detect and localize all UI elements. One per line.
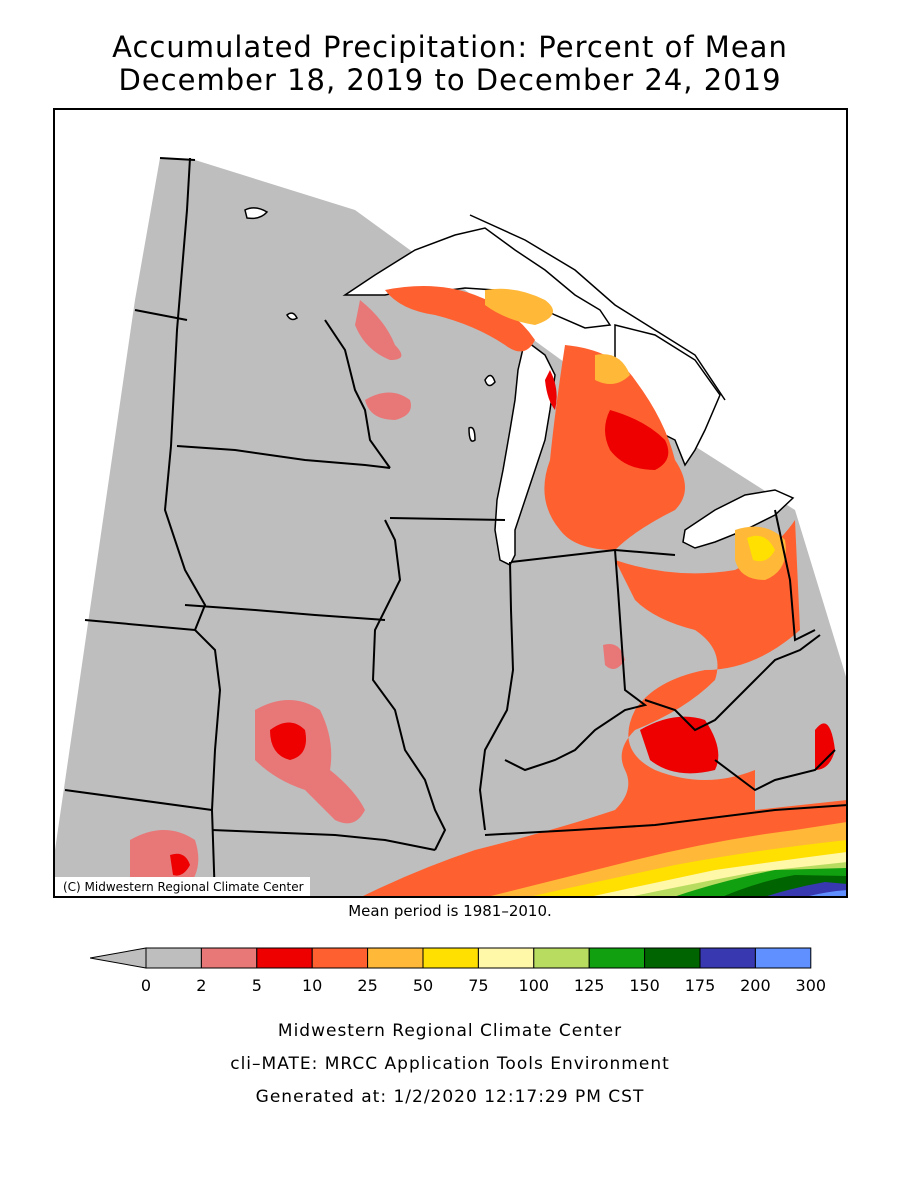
legend-tick-label: 200 bbox=[740, 976, 771, 995]
precipitation-map: (C) Midwestern Regional Climate Center bbox=[53, 108, 848, 898]
legend-tick-label: 2 bbox=[196, 976, 207, 995]
map-credit: (C) Midwestern Regional Climate Center bbox=[55, 877, 310, 896]
legend-swatch bbox=[477, 947, 535, 969]
footer-app: cli–MATE: MRCC Application Tools Environ… bbox=[230, 1054, 670, 1074]
mean-period-note: Mean period is 1981–2010. bbox=[348, 902, 552, 920]
map-title-line1: Accumulated Precipitation: Percent of Me… bbox=[112, 30, 788, 64]
legend-swatch bbox=[311, 947, 369, 969]
legend-tick-label: 75 bbox=[468, 976, 489, 995]
map-canvas bbox=[55, 157, 846, 896]
footer-org: Midwestern Regional Climate Center bbox=[277, 1021, 623, 1041]
legend-tick-label: 25 bbox=[357, 976, 378, 995]
lake-erie bbox=[682, 489, 795, 549]
state-boundaries bbox=[64, 157, 846, 896]
legend-tick-label: 100 bbox=[518, 976, 550, 995]
lake-michigan bbox=[494, 338, 556, 567]
legend-swatch bbox=[533, 947, 590, 969]
precip-shading bbox=[130, 286, 846, 896]
legend-swatch bbox=[644, 947, 701, 969]
legend-bar bbox=[89, 947, 812, 969]
legend-tick-label: 5 bbox=[251, 976, 262, 995]
canada-border bbox=[469, 214, 726, 401]
map-title-line2: December 18, 2019 to December 24, 2019 bbox=[118, 63, 782, 97]
legend-tick-label: 125 bbox=[573, 976, 605, 995]
legend-swatch bbox=[699, 947, 756, 969]
legend-swatch bbox=[145, 947, 202, 969]
color-legend: 0 2 5 10 25 50 75 100 125 150 175 200 300 bbox=[89, 946, 830, 1006]
legend-swatch bbox=[256, 947, 313, 969]
legend-swatch bbox=[422, 947, 479, 969]
coastline bbox=[244, 207, 496, 442]
legend-tick-label: 50 bbox=[412, 976, 434, 995]
legend-tick-label: 10 bbox=[302, 976, 323, 995]
legend-tick-label: 150 bbox=[629, 976, 660, 995]
legend-swatch bbox=[200, 947, 258, 969]
legend-swatch bbox=[588, 947, 646, 969]
legend-tick-label: 0 bbox=[140, 976, 152, 995]
legend-swatch bbox=[754, 947, 812, 969]
legend-swatch bbox=[367, 947, 424, 969]
legend-arrow bbox=[89, 947, 147, 969]
legend-tick-label: 300 bbox=[795, 976, 827, 995]
legend-tick-label: 175 bbox=[684, 976, 716, 995]
footer-generated: Generated at: 1/2/2020 12:17:29 PM CST bbox=[255, 1087, 645, 1107]
